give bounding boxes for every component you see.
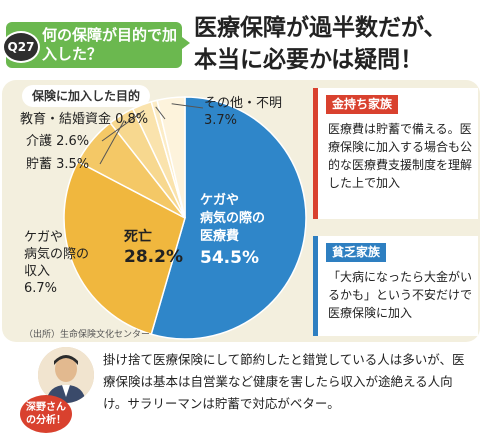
question-pointer [178, 34, 190, 52]
analysis-text: 掛け捨て医療保険にして節約したと錯覚している人は多いが、医療保険は基本は自営業な… [103, 352, 465, 411]
label-other-name: その他・不明 [204, 96, 283, 111]
label-medical: ケガや 病気の際の 医療費 54.5% [200, 192, 265, 270]
card-poor-tag: 貧乏家族 [326, 243, 387, 262]
label-savings: 貯蓄 3.5% [26, 157, 90, 172]
label-medical-value: 54.5% [200, 248, 259, 268]
headline: 医療保障が過半数だが、 本当に必要かは疑問！ [194, 12, 447, 76]
leader-care [101, 110, 145, 142]
card-rich-text: 医療費は貯蓄で備える。医療保険に加入する場合も公的な医療費支援制度を理解した上で… [328, 122, 473, 190]
pie-slice-1 [63, 160, 186, 336]
analyst-badge: 深野さん の分析！ [20, 395, 72, 433]
question-box: Q27 何の保障が目的で加入した？ [2, 22, 182, 68]
card-poor-family: 貧乏家族 「大病になったら大金がいるかも」という不安だけで医療保険に加入 [313, 236, 478, 336]
pie-slice-6 [156, 96, 186, 219]
label-medical-l2: 病気の際の [200, 211, 266, 226]
label-other: その他・不明 3.7% [204, 95, 282, 129]
card-rich-tag: 金持ち家族 [326, 95, 399, 114]
section-label: 保険に加入した目的 [22, 85, 151, 107]
question-text: 何の保障が目的で加入した？ [42, 26, 178, 63]
label-medical-l3: 医療費 [200, 229, 240, 244]
analyst-avatar [38, 347, 94, 403]
analyst-badge-l1: 深野さん [26, 402, 66, 413]
pie-slice-0 [150, 96, 307, 340]
label-income-l2: 病気の際の [24, 247, 90, 262]
headline-line-1: 医療保障が過半数だが、 [194, 15, 447, 41]
question-number: Q27 [2, 31, 40, 63]
card-rich-family: 金持ち家族 医療費は貯蓄で備える。医療保険に加入する場合も公的な医療費支援制度を… [313, 88, 478, 219]
label-death-value: 28.2% [124, 247, 183, 267]
source-note: （出所）生命保険文化センター [24, 330, 151, 340]
leader-education [155, 106, 166, 120]
label-income-l3: 収入 [24, 264, 51, 279]
label-medical-l1: ケガや [200, 193, 240, 208]
card-poor-text: 「大病になったら大金がいるかも」という不安だけで医療保険に加入 [328, 270, 473, 320]
label-income-value: 6.7% [24, 281, 58, 296]
label-other-value: 3.7% [204, 113, 238, 128]
leader-other [171, 103, 204, 109]
headline-line-2: 本当に必要かは疑問！ [194, 47, 424, 73]
label-care: 介護 2.6% [26, 134, 90, 149]
label-income-l1: ケガや [24, 230, 64, 245]
label-education: 教育・結婚資金 0.8% [20, 112, 149, 127]
label-income: ケガや 病気の際の 収入 6.7% [24, 229, 89, 297]
analysis-section: 深野さん の分析！ 掛け捨て医療保険にして節約したと錯覚している人は多いが、医療… [2, 343, 482, 443]
label-death-name: 死亡 [124, 229, 152, 245]
label-death: 死亡 28.2% [124, 228, 183, 268]
analyst-badge-l2: の分析！ [26, 415, 66, 426]
